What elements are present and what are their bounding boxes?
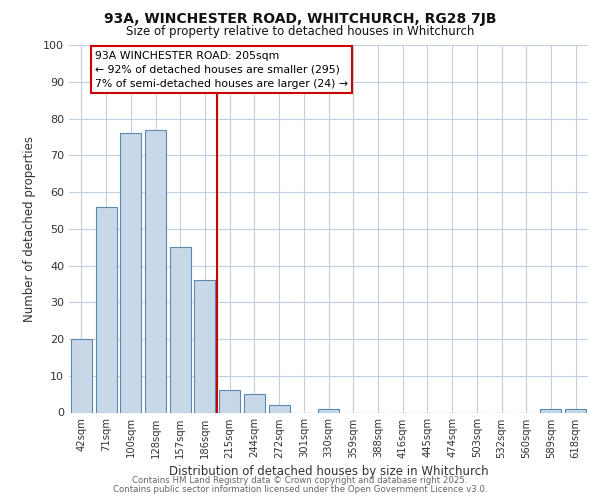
Bar [244,394,265,412]
Bar [565,409,586,412]
Y-axis label: Number of detached properties: Number of detached properties [23,136,36,322]
Bar [71,339,92,412]
Bar [269,405,290,412]
Bar [95,206,116,412]
X-axis label: Distribution of detached houses by size in Whitchurch: Distribution of detached houses by size … [169,464,488,477]
Bar [145,130,166,412]
Bar [120,133,141,412]
Bar [318,409,339,412]
Bar [194,280,215,412]
Bar [170,247,191,412]
Text: Size of property relative to detached houses in Whitchurch: Size of property relative to detached ho… [126,25,474,38]
Text: Contains HM Land Registry data © Crown copyright and database right 2025.: Contains HM Land Registry data © Crown c… [132,476,468,485]
Text: 93A, WINCHESTER ROAD, WHITCHURCH, RG28 7JB: 93A, WINCHESTER ROAD, WHITCHURCH, RG28 7… [104,12,496,26]
Bar [541,409,562,412]
Text: 93A WINCHESTER ROAD: 205sqm
← 92% of detached houses are smaller (295)
7% of sem: 93A WINCHESTER ROAD: 205sqm ← 92% of det… [95,50,348,88]
Bar [219,390,240,412]
Text: Contains public sector information licensed under the Open Government Licence v3: Contains public sector information licen… [113,485,487,494]
